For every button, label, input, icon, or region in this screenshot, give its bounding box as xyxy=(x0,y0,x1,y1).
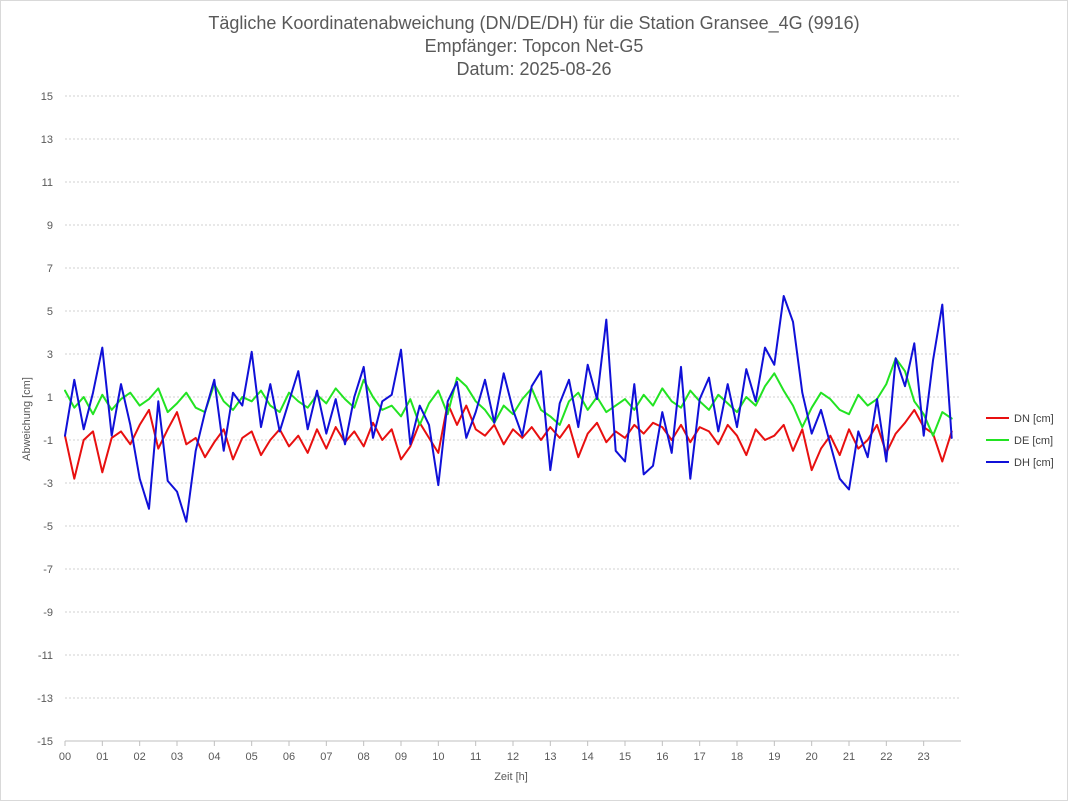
y-tick-label: -1 xyxy=(43,435,53,447)
series-line-dn xyxy=(64,402,953,480)
x-tick-label: 15 xyxy=(619,751,631,763)
y-tick-label: 1 xyxy=(47,392,53,404)
legend-label: DH [cm] xyxy=(1014,457,1054,469)
series-line-dh xyxy=(64,295,953,523)
y-tick-label: -13 xyxy=(37,693,53,705)
chart-title-line-2: Empfänger: Topcon Net-G5 xyxy=(425,36,644,56)
axes: 15 13 11 9 7 5 3 1 -1 -3 -5 -7 -9 -11 -13 -15 00 01 02 03 04… xyxy=(37,91,961,763)
chart-title-line-3: Datum: 2025-08-26 xyxy=(456,59,611,79)
legend-label: DN [cm] xyxy=(1014,413,1054,425)
x-tick-label: 05 xyxy=(246,751,258,763)
y-tick-label: 11 xyxy=(42,177,53,189)
legend: DN [cm] DE [cm] DH [cm] xyxy=(986,413,1054,469)
x-tick-label: 10 xyxy=(432,751,444,763)
y-tick-label: 3 xyxy=(47,349,53,361)
y-tick-label: 15 xyxy=(41,91,53,103)
x-tick-label: 00 xyxy=(59,751,71,763)
x-tick-label: 23 xyxy=(918,751,930,763)
x-tick-label: 11 xyxy=(470,751,481,763)
x-tick-label: 14 xyxy=(582,751,594,763)
x-tick-label: 18 xyxy=(731,751,743,763)
y-tick-label: -5 xyxy=(43,521,53,533)
y-axis-title: Abweichung [cm] xyxy=(21,377,33,461)
y-tick-label: 13 xyxy=(41,134,53,146)
gridlines xyxy=(65,95,961,742)
x-tick-label: 04 xyxy=(208,751,220,763)
x-tick-label: 17 xyxy=(694,751,706,763)
x-tick-label: 09 xyxy=(395,751,407,763)
data-series xyxy=(64,295,953,523)
x-tick-label: 07 xyxy=(320,751,332,763)
x-tick-label: 06 xyxy=(283,751,295,763)
y-tick-label: -11 xyxy=(38,650,53,662)
x-tick-label: 02 xyxy=(134,751,146,763)
y-tick-label: 7 xyxy=(47,263,53,275)
x-tick-label: 19 xyxy=(768,751,780,763)
y-tick-label: -3 xyxy=(43,478,53,490)
y-tick-label: -15 xyxy=(37,736,53,748)
x-tick-label: 03 xyxy=(171,751,183,763)
x-tick-label: 22 xyxy=(880,751,892,763)
y-tick-label: -9 xyxy=(43,607,53,619)
x-tick-label: 21 xyxy=(843,751,855,763)
x-tick-label: 12 xyxy=(507,751,519,763)
legend-label: DE [cm] xyxy=(1014,435,1053,447)
x-tick-label: 01 xyxy=(96,751,108,763)
y-tick-label: 9 xyxy=(47,220,53,232)
y-tick-label: 5 xyxy=(47,306,53,318)
x-tick-label: 16 xyxy=(656,751,668,763)
x-axis-title: Zeit [h] xyxy=(494,771,528,783)
y-tick-label: -7 xyxy=(43,564,53,576)
x-tick-label: 08 xyxy=(358,751,370,763)
chart-title-line-1: Tägliche Koordinatenabweichung (DN/DE/DH… xyxy=(208,13,859,34)
x-tick-label: 13 xyxy=(544,751,556,763)
x-tick-label: 20 xyxy=(806,751,818,763)
